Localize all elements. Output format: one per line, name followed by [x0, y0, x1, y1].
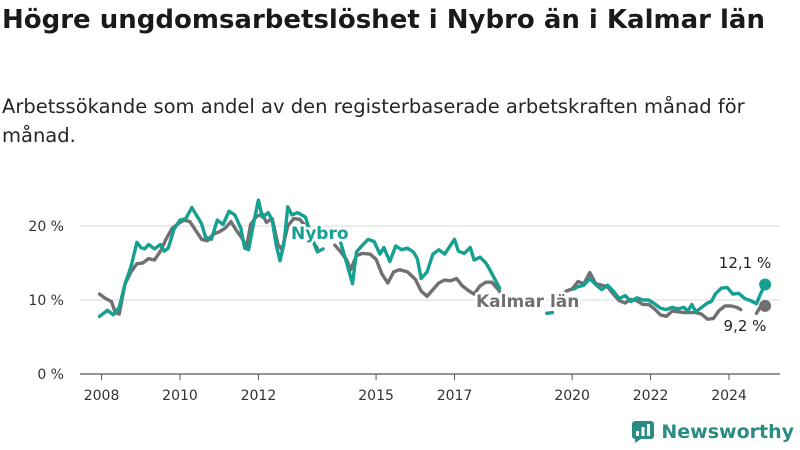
- gridlines: 0 % 10 % 20 %: [28, 219, 780, 383]
- series-line-kalmar: [554, 270, 743, 321]
- end-marker-kalmar: [759, 299, 772, 312]
- series-line-nybro: [339, 237, 502, 290]
- series-line-nybro: [545, 310, 555, 315]
- y-tick-label: 20 %: [28, 219, 64, 235]
- x-tick-label: 2022: [633, 388, 669, 404]
- brand: Newsworthy: [631, 420, 794, 444]
- x-tick-label: 2017: [437, 388, 473, 404]
- series-line-nybro: [97, 198, 325, 318]
- brand-name: Newsworthy: [661, 421, 794, 443]
- y-tick-label: 0 %: [37, 367, 64, 383]
- y-tick-label: 10 %: [28, 293, 64, 309]
- series-line-nybro: [572, 276, 767, 314]
- x-tick-label: 2024: [711, 388, 747, 404]
- newsworthy-logo-icon: [632, 421, 655, 443]
- series-labels: Nybro Kalmar län 12,1 % 9,2 %: [289, 222, 774, 338]
- chart-subtitle: Arbetssökande som andel av den registerb…: [2, 95, 745, 147]
- x-tick-label: 2010: [162, 388, 198, 404]
- x-tick-label: 2020: [554, 388, 590, 404]
- end-value-nybro: 12,1 %: [719, 254, 771, 272]
- end-value-kalmar: 9,2 %: [724, 317, 767, 335]
- x-tick-label: 2012: [241, 388, 277, 404]
- series-label-nybro: Nybro: [291, 224, 349, 244]
- x-tick-label: 2008: [84, 388, 120, 404]
- series-label-kalmar: Kalmar län: [476, 292, 579, 312]
- series-line-kalmar: [333, 243, 504, 298]
- x-tick-label: 2015: [358, 388, 394, 404]
- x-axis: 2008 2010 2012 2015 2017 2020 2022 2024: [84, 374, 747, 404]
- series-lines: [97, 198, 772, 321]
- chart-title: Högre ungdomsarbetslöshet i Nybro än i K…: [2, 5, 765, 35]
- end-marker-nybro: [759, 278, 772, 291]
